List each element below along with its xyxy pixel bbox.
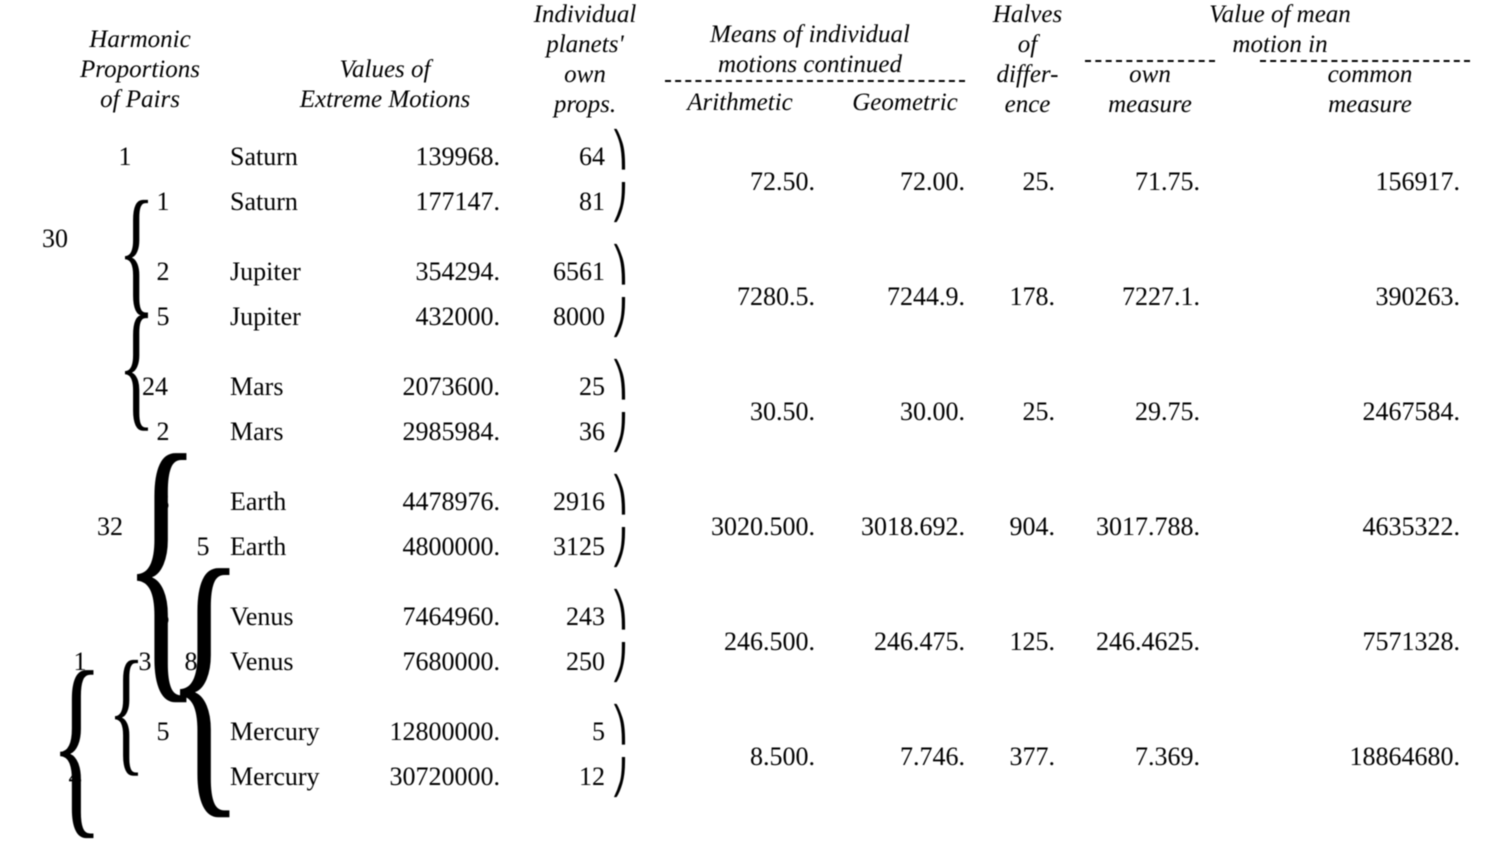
half-5: 377.: [980, 742, 1055, 772]
prop-brace-top-4: ⎞: [611, 594, 628, 628]
half-1: 178.: [980, 282, 1055, 312]
geom-2: 30.00.: [825, 397, 965, 427]
header-common: commonmeasure: [1280, 60, 1460, 120]
header-arith: Arithmetic: [665, 88, 815, 118]
own-3: 3017.788.: [1060, 512, 1200, 542]
header-indiv: Individualplanets'ownprops.: [520, 0, 650, 120]
prop-brace-bot-1: ⎠: [611, 302, 628, 336]
header-means: Means of individualmotions continued: [655, 20, 965, 80]
own-5: 7.369.: [1060, 742, 1200, 772]
half-0: 25.: [980, 167, 1055, 197]
planet-name-3: Jupiter: [230, 302, 301, 332]
prop-0: 64: [525, 142, 605, 172]
prop-brace-top-5: ⎞: [611, 709, 628, 743]
prop-9: 250: [525, 647, 605, 677]
prop-8: 243: [525, 602, 605, 632]
prop-6: 2916: [525, 487, 605, 517]
arith-2: 30.50.: [665, 397, 815, 427]
extreme-1: 177147.: [340, 187, 500, 217]
prop-brace-top-3: ⎞: [611, 479, 628, 513]
header-own: ownmeasure: [1085, 60, 1215, 120]
header-valmean: Value of meanmotion in: [1095, 0, 1465, 60]
own-4: 246.4625.: [1060, 627, 1200, 657]
planet-name-1: Saturn: [230, 187, 298, 217]
planet-name-5: Mars: [230, 417, 283, 447]
arith-3: 3020.500.: [665, 512, 815, 542]
common-3: 4635322.: [1260, 512, 1460, 542]
brace-1-4: {: [50, 641, 104, 844]
prop-c1-1: 30: [35, 224, 75, 254]
extreme-4: 2073600.: [340, 372, 500, 402]
brace-inner-5: {: [165, 526, 244, 827]
planet-name-0: Saturn: [230, 142, 298, 172]
planet-name-4: Mars: [230, 372, 283, 402]
prop-3: 8000: [525, 302, 605, 332]
prop-5: 36: [525, 417, 605, 447]
extreme-10: 12800000.: [340, 717, 500, 747]
extreme-8: 7464960.: [340, 602, 500, 632]
prop-brace-bot-3: ⎠: [611, 532, 628, 566]
own-1: 7227.1.: [1060, 282, 1200, 312]
geom-3: 3018.692.: [825, 512, 965, 542]
prop-4: 25: [525, 372, 605, 402]
planet-name-2: Jupiter: [230, 257, 301, 287]
extreme-6: 4478976.: [340, 487, 500, 517]
arith-0: 72.50.: [665, 167, 815, 197]
common-2: 2467584.: [1260, 397, 1460, 427]
header-halves: Halvesofdiffer-ence: [980, 0, 1075, 120]
arith-5: 8.500.: [665, 742, 815, 772]
header-values: Values ofExtreme Motions: [260, 55, 510, 115]
prop-brace-bot-4: ⎠: [611, 647, 628, 681]
extreme-0: 139968.: [340, 142, 500, 172]
own-0: 71.75.: [1060, 167, 1200, 197]
prop-brace-bot-5: ⎠: [611, 762, 628, 796]
half-4: 125.: [980, 627, 1055, 657]
header-geom: Geometric: [830, 88, 980, 118]
geom-4: 246.475.: [825, 627, 965, 657]
common-4: 7571328.: [1260, 627, 1460, 657]
prop-brace-top-0: ⎞: [611, 134, 628, 168]
common-1: 390263.: [1260, 282, 1460, 312]
common-0: 156917.: [1260, 167, 1460, 197]
prop-brace-top-1: ⎞: [611, 249, 628, 283]
prop-11: 12: [525, 762, 605, 792]
extreme-11: 30720000.: [340, 762, 500, 792]
prop-10: 5: [525, 717, 605, 747]
half-3: 904.: [980, 512, 1055, 542]
extreme-5: 2985984.: [340, 417, 500, 447]
half-2: 25.: [980, 397, 1055, 427]
brace-3-5b: {: [108, 641, 145, 781]
prop-brace-bot-0: ⎠: [611, 187, 628, 221]
arith-4: 246.500.: [665, 627, 815, 657]
geom-1: 7244.9.: [825, 282, 965, 312]
prop-brace-bot-2: ⎠: [611, 417, 628, 451]
header-harmonic: HarmonicProportionsof Pairs: [45, 25, 235, 115]
prop-brace-top-2: ⎞: [611, 364, 628, 398]
extreme-7: 4800000.: [340, 532, 500, 562]
prop-1: 81: [525, 187, 605, 217]
prop-2: 6561: [525, 257, 605, 287]
prop-c1-0: 1: [110, 142, 140, 172]
extreme-9: 7680000.: [340, 647, 500, 677]
own-2: 29.75.: [1060, 397, 1200, 427]
rule-means: [665, 80, 965, 82]
extreme-3: 432000.: [340, 302, 500, 332]
arith-1: 7280.5.: [665, 282, 815, 312]
geom-0: 72.00.: [825, 167, 965, 197]
extreme-2: 354294.: [340, 257, 500, 287]
prop-7: 3125: [525, 532, 605, 562]
geom-5: 7.746.: [825, 742, 965, 772]
common-5: 18864680.: [1260, 742, 1460, 772]
